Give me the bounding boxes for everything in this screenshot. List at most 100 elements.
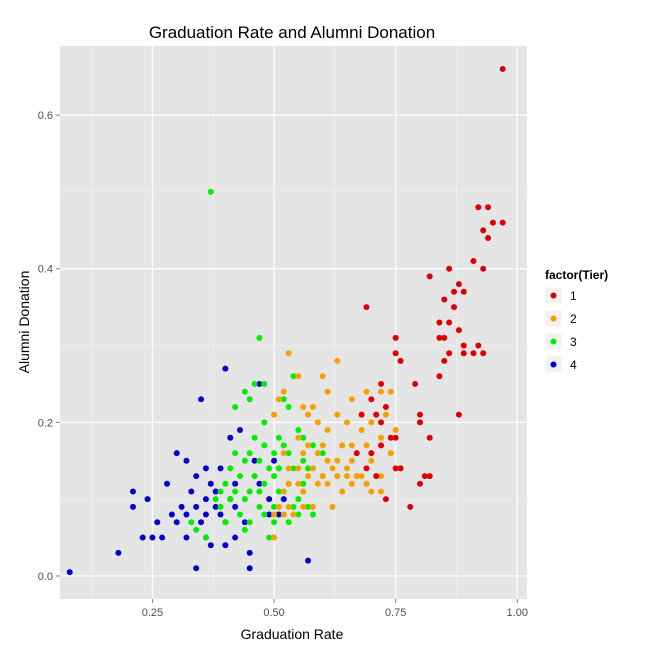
data-point-tier-2 [275, 503, 282, 510]
data-point-tier-2 [368, 457, 375, 464]
data-point-tier-1 [460, 288, 467, 295]
data-point-tier-3 [309, 442, 316, 449]
data-point-tier-3 [290, 373, 297, 380]
data-point-tier-4 [275, 511, 282, 518]
data-point-tier-3 [285, 519, 292, 526]
data-point-tier-1 [441, 357, 448, 364]
data-point-tier-4 [129, 488, 136, 495]
data-point-tier-2 [363, 480, 370, 487]
y-tick-label: 0.0 [38, 571, 53, 583]
data-point-tier-2 [300, 488, 307, 495]
data-point-tier-2 [271, 411, 278, 418]
data-point-tier-1 [475, 204, 482, 211]
data-point-tier-1 [499, 219, 506, 226]
data-point-tier-2 [314, 480, 321, 487]
data-point-tier-4 [202, 465, 209, 472]
data-point-tier-1 [436, 334, 443, 341]
data-point-tier-2 [324, 480, 331, 487]
data-point-tier-1 [480, 227, 487, 234]
data-point-tier-1 [392, 350, 399, 357]
data-point-tier-3 [236, 511, 243, 518]
data-point-tier-2 [344, 465, 351, 472]
data-point-tier-3 [256, 457, 263, 464]
data-point-tier-2 [285, 480, 292, 487]
data-point-tier-4 [66, 569, 73, 576]
data-point-tier-4 [212, 503, 219, 510]
data-point-tier-3 [232, 403, 239, 410]
data-point-tier-3 [246, 450, 253, 457]
data-point-tier-1 [373, 411, 380, 418]
data-point-tier-2 [309, 403, 316, 410]
data-point-tier-3 [202, 534, 209, 541]
data-point-tier-3 [222, 519, 229, 526]
data-point-tier-2 [314, 419, 321, 426]
data-point-tier-3 [271, 473, 278, 480]
data-point-tier-4 [222, 365, 229, 372]
data-point-tier-4 [115, 549, 122, 556]
data-point-tier-3 [236, 473, 243, 480]
data-point-tier-4 [222, 542, 229, 549]
data-point-tier-2 [295, 465, 302, 472]
data-point-tier-1 [436, 319, 443, 326]
data-point-tier-3 [285, 450, 292, 457]
data-point-tier-3 [319, 450, 326, 457]
data-point-tier-2 [300, 503, 307, 510]
data-point-tier-1 [485, 204, 492, 211]
data-point-tier-2 [334, 457, 341, 464]
y-tick-label: 0.4 [38, 264, 53, 276]
data-point-tier-1 [455, 281, 462, 288]
data-point-tier-1 [407, 503, 414, 510]
data-point-tier-1 [441, 296, 448, 303]
data-point-tier-3 [193, 526, 200, 533]
data-point-tier-3 [246, 488, 253, 495]
data-point-tier-4 [193, 473, 200, 480]
data-point-tier-3 [271, 503, 278, 510]
data-point-tier-4 [188, 488, 195, 495]
data-point-tier-4 [149, 534, 156, 541]
data-point-tier-4 [178, 503, 185, 510]
data-point-tier-1 [416, 411, 423, 418]
data-point-tier-4 [227, 434, 234, 441]
data-point-tier-3 [300, 480, 307, 487]
data-point-tier-1 [455, 327, 462, 334]
data-point-tier-1 [436, 373, 443, 380]
data-point-tier-3 [261, 480, 268, 487]
data-point-tier-3 [212, 496, 219, 503]
data-point-tier-1 [470, 258, 477, 265]
data-point-tier-4 [193, 503, 200, 510]
data-point-tier-2 [348, 457, 355, 464]
data-point-tier-4 [173, 519, 180, 526]
data-point-tier-2 [382, 411, 389, 418]
data-point-tier-3 [256, 334, 263, 341]
data-point-tier-2 [309, 503, 316, 510]
data-point-tier-1 [460, 350, 467, 357]
data-point-tier-2 [339, 488, 346, 495]
data-point-tier-3 [266, 534, 273, 541]
data-point-tier-4 [236, 427, 243, 434]
data-point-tier-2 [324, 427, 331, 434]
data-point-tier-2 [285, 350, 292, 357]
data-point-tier-2 [275, 396, 282, 403]
data-point-tier-2 [353, 473, 360, 480]
data-point-tier-3 [271, 450, 278, 457]
data-point-tier-1 [451, 288, 458, 295]
data-point-tier-2 [319, 373, 326, 380]
legend-key-point [550, 361, 557, 368]
data-point-tier-3 [227, 496, 234, 503]
data-point-tier-2 [280, 488, 287, 495]
data-point-tier-2 [324, 388, 331, 395]
data-point-tier-4 [232, 534, 239, 541]
data-point-tier-4 [202, 511, 209, 518]
x-tick-label: 0.25 [142, 607, 163, 619]
legend-label: 1 [570, 289, 577, 303]
data-point-tier-2 [344, 419, 351, 426]
data-point-tier-3 [295, 511, 302, 518]
data-point-tier-1 [397, 465, 404, 472]
x-axis-label: Graduation Rate [241, 626, 344, 642]
data-point-tier-4 [139, 534, 146, 541]
data-point-tier-4 [217, 465, 224, 472]
data-point-tier-4 [183, 511, 190, 518]
data-point-tier-2 [309, 465, 316, 472]
data-point-tier-2 [271, 511, 278, 518]
